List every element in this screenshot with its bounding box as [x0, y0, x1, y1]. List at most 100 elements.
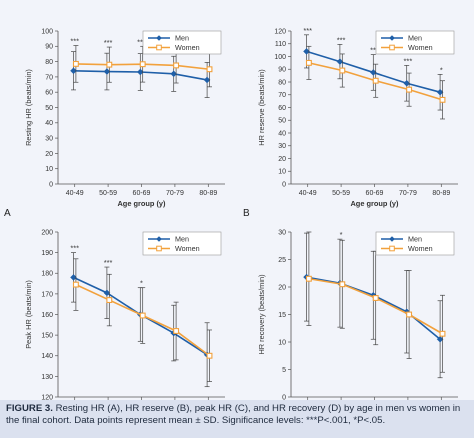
y-tick-label: 110: [275, 41, 286, 48]
legend-label: Men: [175, 235, 189, 244]
y-tick-label: 200: [41, 229, 53, 236]
y-tick-label: 60: [278, 105, 286, 112]
y-tick-label: 180: [41, 271, 53, 278]
data-point: [70, 67, 77, 75]
data-point: [173, 328, 180, 334]
panel-c: 12013014015016017018019020040-4950-5960-…: [4, 229, 225, 421]
data-point: [103, 68, 111, 75]
data-point: [406, 311, 413, 318]
y-tick-label: 10: [278, 339, 286, 346]
y-tick-label: 170: [41, 291, 53, 298]
y-tick-label: 120: [41, 394, 53, 401]
legend-label: Men: [408, 235, 422, 244]
legend-box: [142, 30, 222, 55]
legend-label: Women: [175, 43, 200, 52]
panel-b: 0 10 20 30 40 50 60 70 80 90 100 110 120 40-49 50-59 60…: [243, 26, 458, 219]
significance-marker: *: [440, 65, 443, 74]
y-tick-label: 60: [45, 90, 53, 97]
legend-marker: [156, 44, 162, 51]
data-point: [303, 48, 310, 55]
y-tick-label: 0: [49, 181, 53, 188]
series-women: [72, 258, 213, 382]
significance-marker: ***: [337, 35, 346, 44]
y-tick-label: 30: [278, 229, 286, 236]
x-axis-label: Age group (y): [350, 199, 399, 208]
y-tick-label: 10: [278, 169, 286, 176]
data-point: [369, 69, 377, 76]
x-tick-label: 40-49: [299, 190, 317, 197]
panel-d: 05101520253040-4950-5960-6970-7980-89Age…: [243, 229, 458, 421]
data-point: [139, 312, 146, 319]
y-tick-label: 120: [274, 28, 286, 35]
y-axis-label: HR recovery (beats/min): [257, 274, 266, 354]
significance-marker: *: [140, 279, 143, 288]
y-tick-label: 70: [45, 74, 53, 81]
figure-caption: FIGURE 3. Resting HR (A), HR reserve (B)…: [0, 400, 474, 438]
y-tick-label: 20: [45, 151, 53, 158]
significance-marker: ***: [70, 37, 79, 46]
caption-text: Resting HR (A), HR reserve (B), peak HR …: [6, 403, 461, 426]
y-axis-label: HR reserve (beats/min): [257, 69, 266, 145]
caption-label: FIGURE 3.: [6, 403, 53, 414]
y-tick-label: 40: [278, 130, 286, 137]
x-tick-label: 50-59: [99, 190, 117, 197]
y-tick-label: 50: [45, 105, 53, 112]
y-tick-label: 90: [278, 67, 286, 74]
significance-marker: ***: [370, 46, 379, 55]
y-tick-label: 140: [41, 353, 53, 360]
x-tick-label: 60-69: [366, 190, 384, 197]
series-women: [305, 45, 446, 120]
legend-box: [142, 231, 222, 256]
legend-label: Women: [408, 244, 433, 253]
data-point: [372, 77, 379, 84]
data-point: [206, 352, 213, 359]
x-tick-label: 70-79: [166, 190, 184, 197]
y-tick-label: 150: [41, 333, 53, 340]
legend-box: [375, 231, 455, 256]
y-tick-label: 20: [278, 156, 286, 163]
x-tick-label: 80-89: [199, 190, 217, 197]
data-point: [305, 59, 312, 66]
data-point: [70, 274, 77, 281]
data-point: [305, 275, 312, 282]
data-point: [439, 96, 446, 103]
y-tick-label: 50: [278, 118, 286, 125]
data-point: [173, 62, 180, 69]
data-point: [72, 60, 79, 67]
y-axis-label: Resting HR (beats/min): [24, 69, 33, 146]
legend-label: Women: [175, 244, 200, 253]
y-tick-label: 190: [41, 250, 53, 257]
data-point: [206, 66, 213, 73]
y-tick-label: 90: [45, 44, 53, 51]
data-point: [436, 335, 444, 343]
y-tick-label: 5: [282, 367, 286, 374]
y-tick-label: 0: [282, 181, 286, 188]
significance-marker: ***: [404, 56, 413, 65]
x-tick-label: 60-69: [133, 190, 151, 197]
y-axis-label: Peak HR (beats/min): [24, 280, 33, 349]
x-tick-label: 40-49: [66, 190, 84, 197]
data-point: [336, 58, 344, 65]
data-point: [72, 281, 79, 288]
data-point: [339, 67, 346, 74]
x-axis-label: Age group (y): [117, 199, 166, 208]
series-women: [72, 45, 213, 88]
legend-label: Men: [175, 34, 189, 43]
panel-letter: A: [4, 208, 11, 219]
y-tick-label: 10: [45, 166, 53, 173]
y-tick-label: 80: [278, 79, 286, 86]
significance-marker: ***: [70, 244, 79, 253]
series-men: [70, 252, 211, 388]
y-tick-label: 30: [278, 143, 286, 150]
y-tick-label: 40: [45, 120, 53, 127]
x-tick-label: 80-89: [432, 190, 450, 197]
significance-marker: ***: [137, 37, 146, 46]
legend-marker: [156, 236, 162, 242]
y-tick-label: 70: [278, 92, 286, 99]
data-point: [439, 330, 446, 337]
panel-letter: B: [243, 208, 250, 219]
